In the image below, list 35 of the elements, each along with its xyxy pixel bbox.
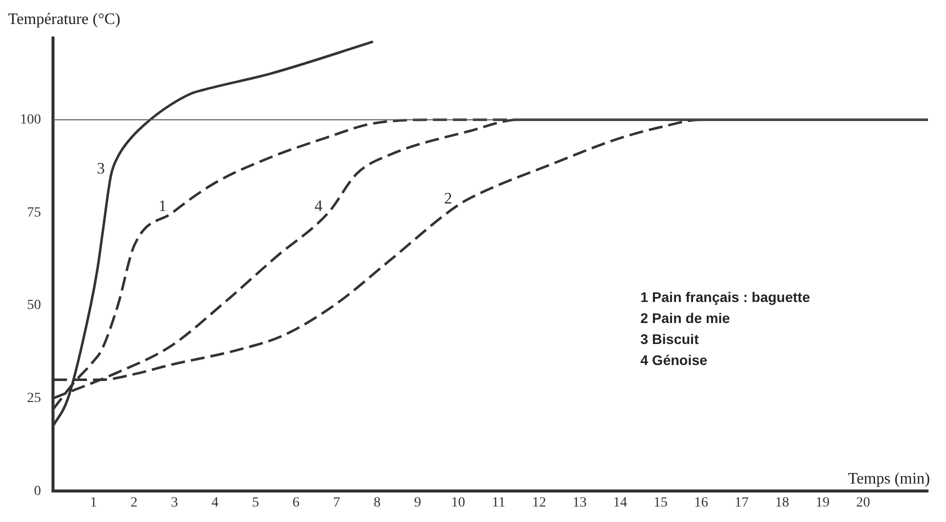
x-tick-label: 9 <box>414 495 422 510</box>
x-tick-label: 11 <box>492 495 506 510</box>
y-tick-label: 100 <box>20 112 41 128</box>
x-tick-label: 15 <box>654 495 668 510</box>
annotation: 4 Génoise <box>640 352 708 368</box>
x-tick-label: 6 <box>292 495 300 510</box>
y-tick-label: 50 <box>27 298 41 314</box>
x-tick-label: 13 <box>572 495 587 510</box>
x-tick-label: 2 <box>130 495 138 510</box>
series-label: 3 <box>96 160 105 178</box>
x-tick-label: 19 <box>816 495 830 510</box>
y-tick-label: 75 <box>27 205 41 220</box>
x-tick-label: 12 <box>532 495 546 510</box>
x-tick-label: 8 <box>374 495 381 510</box>
series-label: 4 <box>314 198 322 215</box>
annotation: 1 Pain français : baguette <box>640 288 810 305</box>
y-axis-title: Température (°C) <box>8 11 120 28</box>
x-tick-label: 1 <box>90 495 98 510</box>
x-tick-label: 16 <box>694 495 708 510</box>
x-tick-label: 10 <box>451 495 466 510</box>
y-tick-label: 25 <box>27 391 41 406</box>
series-label: 1 <box>158 198 166 215</box>
x-tick-label: 7 <box>333 495 340 510</box>
x-tick-label: 5 <box>252 495 260 510</box>
x-axis-title: Temps (min) <box>848 470 930 488</box>
annotation: 3 Biscuit <box>640 330 700 347</box>
annotation: 2 Pain de mie <box>640 310 730 326</box>
x-tick-label: 17 <box>734 495 749 510</box>
x-tick-label: 3 <box>171 495 178 510</box>
series-label: 2 <box>444 190 452 208</box>
y-tick-label: 0 <box>34 484 41 499</box>
x-tick-label: 4 <box>212 495 219 510</box>
x-tick-label: 14 <box>613 495 628 510</box>
x-tick-label: 20 <box>856 495 870 510</box>
x-tick-label: 18 <box>775 495 790 510</box>
